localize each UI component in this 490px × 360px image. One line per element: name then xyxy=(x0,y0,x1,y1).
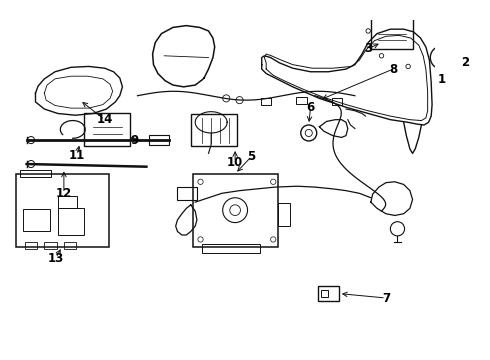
Text: 5: 5 xyxy=(247,150,255,163)
Bar xyxy=(64,242,76,249)
Bar xyxy=(177,187,197,199)
Bar xyxy=(261,98,271,105)
Bar xyxy=(296,96,307,104)
Bar xyxy=(45,242,57,249)
Text: 1: 1 xyxy=(438,73,446,86)
Bar xyxy=(191,114,237,146)
Bar xyxy=(202,244,260,253)
Bar xyxy=(23,209,49,231)
Bar xyxy=(20,170,50,177)
Bar xyxy=(438,37,440,42)
Bar xyxy=(332,98,343,105)
Text: 13: 13 xyxy=(48,252,64,265)
Bar xyxy=(16,174,109,247)
Text: 9: 9 xyxy=(131,134,139,147)
Text: 6: 6 xyxy=(306,101,315,114)
Text: 14: 14 xyxy=(97,113,113,126)
Text: 3: 3 xyxy=(364,42,372,55)
Bar xyxy=(440,33,456,45)
Bar xyxy=(58,208,84,235)
Text: 7: 7 xyxy=(382,292,390,305)
Text: 11: 11 xyxy=(69,149,85,162)
Bar xyxy=(84,113,130,146)
Bar xyxy=(318,287,339,301)
Text: 12: 12 xyxy=(56,187,72,200)
Text: 10: 10 xyxy=(227,156,243,169)
Bar xyxy=(321,290,328,297)
Bar xyxy=(25,242,37,249)
Bar xyxy=(149,135,169,145)
Bar xyxy=(194,174,278,247)
Bar xyxy=(371,18,414,49)
Text: 8: 8 xyxy=(389,63,397,76)
Bar xyxy=(278,203,290,226)
Text: 2: 2 xyxy=(461,57,469,69)
Bar xyxy=(58,196,77,208)
